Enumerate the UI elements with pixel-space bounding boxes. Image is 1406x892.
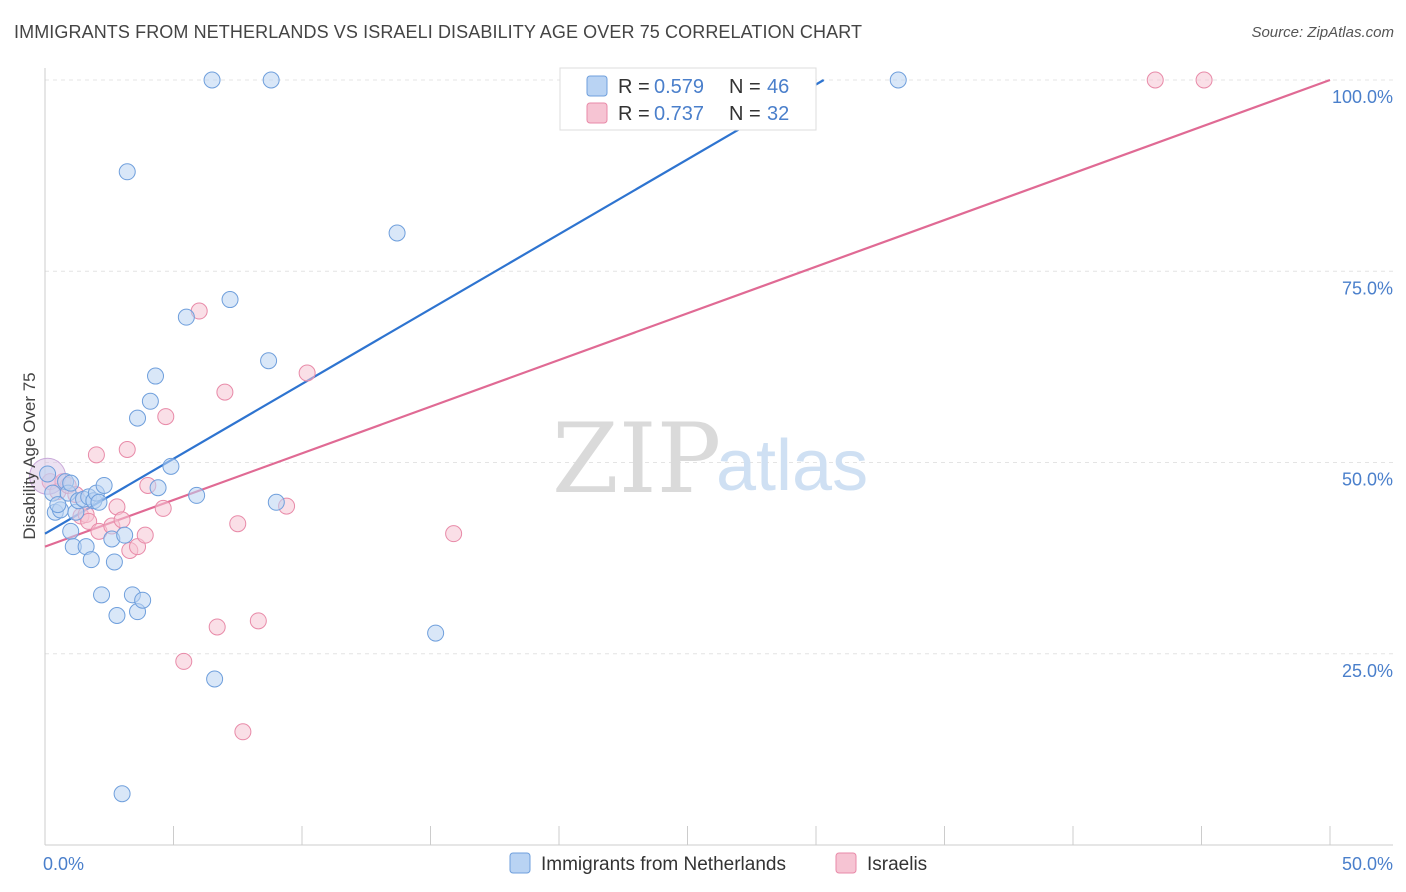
- legend-r-value-blue: 0.579: [654, 76, 704, 98]
- data-point-blue[interactable]: [889, 71, 907, 89]
- legend-n-value-blue: 46: [767, 76, 789, 98]
- data-point-blue[interactable]: [134, 591, 152, 609]
- series-legend-label-blue: Immigrants from Netherlands: [541, 854, 786, 875]
- data-point-blue[interactable]: [260, 352, 278, 370]
- data-point-pink[interactable]: [118, 440, 136, 458]
- data-point-blue[interactable]: [118, 163, 136, 181]
- data-point-pink[interactable]: [154, 499, 172, 517]
- data-point-blue[interactable]: [39, 465, 57, 483]
- trend-line-pink: [44, 78, 1331, 548]
- data-point-pink[interactable]: [136, 526, 154, 544]
- data-point-blue[interactable]: [221, 291, 239, 309]
- legend-r-label-blue: R =: [618, 76, 650, 98]
- y-tick-label: 75.0%: [1342, 278, 1393, 298]
- legend-r-value-pink: 0.737: [654, 103, 704, 125]
- data-point-pink[interactable]: [87, 446, 105, 464]
- y-tick-label: 50.0%: [1342, 470, 1393, 490]
- legend-n-value-pink: 32: [767, 103, 789, 125]
- y-tick-label: 25.0%: [1342, 661, 1393, 681]
- x-tick-label: 50.0%: [1342, 854, 1393, 874]
- x-ticks: [173, 826, 1331, 845]
- series-legend-swatch-pink: [835, 852, 857, 874]
- data-point-blue[interactable]: [427, 624, 445, 642]
- data-point-pink[interactable]: [157, 408, 175, 426]
- chart-title: IMMIGRANTS FROM NETHERLANDS VS ISRAELI D…: [14, 22, 863, 42]
- data-point-blue[interactable]: [188, 486, 206, 504]
- data-point-blue[interactable]: [95, 476, 113, 494]
- data-point-pink[interactable]: [445, 525, 463, 543]
- watermark-atlas: atlas: [716, 426, 868, 506]
- grid-lines: [45, 79, 1393, 655]
- data-point-blue[interactable]: [105, 553, 123, 571]
- data-point-pink[interactable]: [1195, 71, 1213, 89]
- data-point-blue[interactable]: [62, 474, 80, 492]
- source-credit: Source: ZipAtlas.com: [1251, 24, 1394, 41]
- data-point-blue[interactable]: [262, 71, 280, 89]
- y-tick-label: 100.0%: [1332, 87, 1393, 107]
- data-point-blue[interactable]: [113, 785, 131, 803]
- y-tick-labels: 25.0% 50.0% 75.0% 100.0%: [1332, 87, 1393, 681]
- axes: [44, 68, 1393, 846]
- data-point-blue[interactable]: [49, 496, 67, 514]
- legend-n-label-blue: N =: [729, 76, 761, 98]
- series-legend-swatch-blue: [509, 852, 531, 874]
- watermark: ZIP atlas: [552, 403, 868, 515]
- data-point-pink[interactable]: [1146, 71, 1164, 89]
- series-legend-label-pink: Israelis: [867, 854, 927, 875]
- data-point-pink[interactable]: [229, 515, 247, 533]
- data-point-blue[interactable]: [177, 308, 195, 326]
- data-point-blue[interactable]: [116, 526, 134, 544]
- data-point-pink[interactable]: [80, 512, 98, 530]
- legend-swatch-pink: [586, 102, 608, 124]
- data-point-blue[interactable]: [162, 457, 180, 475]
- data-point-blue[interactable]: [108, 607, 126, 624]
- data-point-pink[interactable]: [113, 511, 131, 529]
- legend-n-label-pink: N =: [729, 103, 761, 125]
- data-point-blue[interactable]: [90, 493, 108, 511]
- data-point-blue[interactable]: [206, 670, 224, 688]
- data-point-blue[interactable]: [93, 586, 111, 604]
- data-point-pink[interactable]: [216, 383, 234, 401]
- data-point-blue[interactable]: [141, 392, 159, 410]
- x-tick-labels: 0.0% 50.0%: [43, 854, 1393, 874]
- netherlands-points: [39, 71, 907, 803]
- data-point-blue[interactable]: [82, 551, 100, 569]
- data-point-blue[interactable]: [62, 522, 80, 540]
- legend-swatch-blue: [586, 75, 608, 97]
- trend-line-blue: [44, 79, 825, 535]
- data-point-blue[interactable]: [147, 367, 165, 385]
- data-point-pink[interactable]: [249, 612, 267, 630]
- data-point-blue[interactable]: [129, 409, 147, 427]
- legend-r-label-pink: R =: [618, 103, 650, 125]
- stats-legend: R = 0.579 N = 46 R = 0.737 N = 32: [559, 67, 817, 131]
- x-tick-label: 0.0%: [43, 854, 84, 874]
- data-point-pink[interactable]: [234, 723, 252, 741]
- data-point-pink[interactable]: [175, 652, 193, 670]
- data-point-blue[interactable]: [149, 479, 167, 497]
- series-legend: Immigrants from Netherlands Israelis: [509, 852, 927, 875]
- trend-lines: [44, 78, 1331, 548]
- y-axis-label: Disability Age Over 75: [20, 372, 39, 539]
- watermark-zip: ZIP: [552, 403, 721, 515]
- data-point-pink[interactable]: [298, 364, 316, 382]
- data-point-blue[interactable]: [388, 224, 406, 242]
- data-point-pink[interactable]: [208, 618, 226, 636]
- data-point-blue[interactable]: [203, 71, 221, 89]
- data-point-blue[interactable]: [267, 493, 285, 511]
